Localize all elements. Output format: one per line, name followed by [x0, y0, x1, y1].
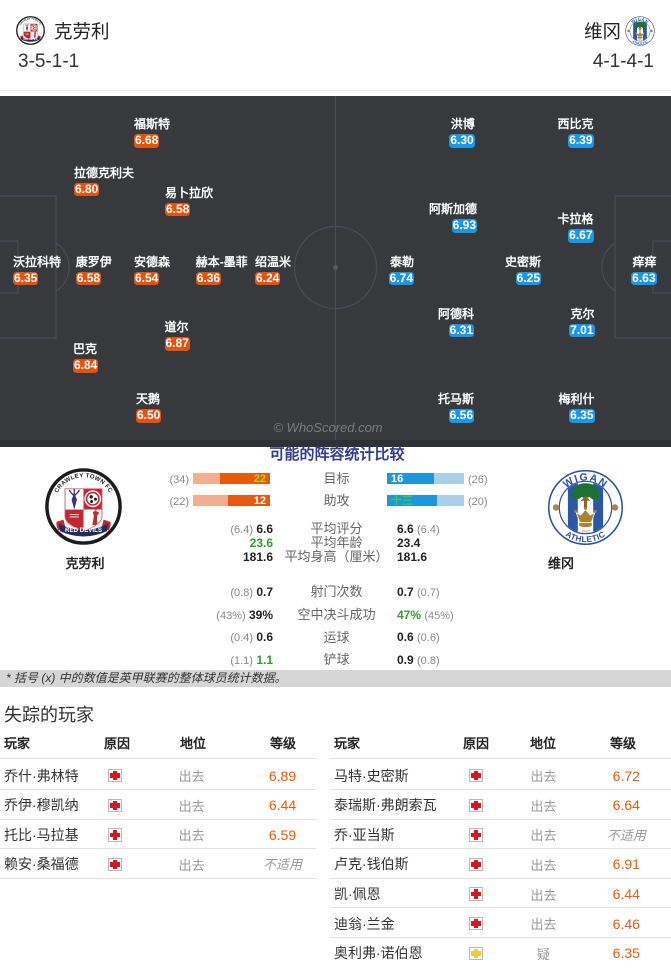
svg-text:ATHLETIC: ATHLETIC — [631, 39, 648, 45]
svg-text:RED DEVILS: RED DEVILS — [65, 527, 102, 534]
svg-text:1932: 1932 — [638, 39, 642, 41]
svg-text:1932: 1932 — [581, 528, 590, 533]
svg-text:RED DEVILS: RED DEVILS — [24, 39, 38, 41]
svg-text:ATHLETIC: ATHLETIC — [564, 530, 607, 545]
svg-text:WIGAN: WIGAN — [630, 16, 650, 24]
